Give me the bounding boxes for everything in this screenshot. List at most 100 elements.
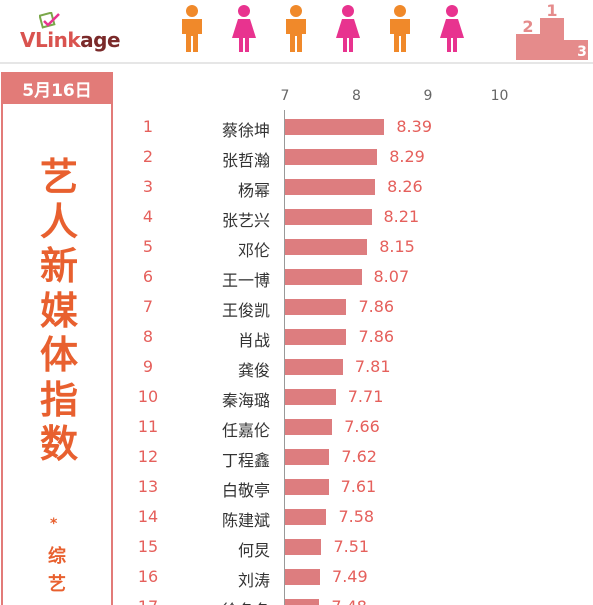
rank-label: 14 [137, 507, 159, 526]
x-tick-label: 10 [490, 88, 509, 104]
bar [285, 449, 330, 465]
rank-label: 6 [142, 267, 154, 286]
rank-label: 13 [137, 477, 159, 496]
podium-icon: 2 1 3 [516, 4, 588, 60]
bar [285, 479, 329, 495]
category-label: 肖战 [237, 331, 270, 350]
bar [285, 359, 343, 375]
bar [285, 149, 378, 165]
logo-text-a: VLink [20, 28, 81, 52]
category-label: 蔡徐坤 [221, 121, 270, 140]
category-label: 秦海璐 [221, 391, 270, 410]
rank-label: 7 [142, 297, 154, 316]
value-label: 7.62 [341, 447, 377, 466]
date-tab: 5月16日 [1, 72, 113, 104]
rank-label: 8 [142, 327, 154, 346]
value-label: 7.66 [344, 417, 380, 436]
subtitle-char: 综 [48, 546, 66, 567]
x-tick-label: 9 [423, 88, 433, 104]
title-char: 人 [39, 199, 78, 244]
rank-label: 11 [137, 417, 159, 436]
value-label: 7.48 [331, 597, 367, 605]
bar [285, 389, 336, 405]
bar [285, 179, 376, 195]
male-figure-icon [286, 5, 306, 52]
title-char: 新 [39, 244, 78, 288]
category-label: 丁程鑫 [221, 451, 270, 470]
svg-text:3: 3 [577, 44, 587, 60]
title-char: 指 [39, 377, 78, 422]
logo-check-icon [39, 12, 60, 29]
vertical-subtitle: 综 艺 [44, 543, 70, 599]
title-char: 艺 [39, 155, 78, 199]
value-label: 7.81 [354, 357, 391, 376]
title-char: 数 [39, 422, 78, 466]
bar [285, 329, 347, 345]
value-label: 7.86 [358, 327, 395, 346]
bar [285, 539, 322, 555]
value-label: 7.49 [332, 567, 368, 586]
value-label: 8.07 [373, 267, 410, 286]
bar [285, 509, 327, 525]
rank-label: 4 [142, 207, 154, 226]
side-panel [1, 104, 113, 605]
category-label: 杨幂 [237, 181, 270, 200]
rank-label: 3 [142, 177, 154, 196]
rank-label: 2 [142, 147, 154, 166]
header-divider [0, 62, 593, 64]
rank-label: 17 [128, 597, 168, 605]
x-tick-label: 8 [352, 88, 361, 104]
category-label: 张艺兴 [221, 211, 270, 230]
bar [285, 569, 321, 585]
title-char: 体 [39, 333, 78, 377]
value-label: 8.21 [383, 207, 420, 226]
bar [285, 269, 362, 285]
rank-label: 15 [137, 537, 159, 556]
value-label: 7.86 [358, 297, 395, 316]
x-tick-label: 7 [280, 88, 290, 104]
category-label: 白敬亭 [221, 481, 270, 500]
category-label: 刘涛 [237, 571, 270, 590]
bar [285, 419, 333, 435]
bar [285, 239, 368, 255]
rank-label: 12 [137, 447, 159, 466]
logo-text: VLinkage [20, 28, 121, 52]
value-label: 7.51 [333, 537, 370, 556]
category-label: 何炅 [237, 541, 270, 560]
male-figure-icon [390, 5, 410, 52]
female-figure-icon [336, 5, 360, 52]
category-label: 王俊凯 [221, 301, 270, 320]
value-label: 7.61 [340, 477, 377, 496]
rank-label: 16 [137, 567, 159, 586]
chart-axis-line [284, 110, 285, 605]
value-label: 7.71 [347, 387, 384, 406]
value-label: 8.15 [379, 237, 415, 256]
bar [285, 119, 385, 135]
bar [285, 299, 347, 315]
svg-text:1: 1 [546, 4, 557, 20]
category-label: 张哲瀚 [221, 151, 270, 170]
bar [285, 599, 320, 605]
category-label: 邓伦 [237, 241, 270, 260]
category-label: 任嘉伦 [221, 421, 270, 440]
female-figure-icon [440, 5, 464, 52]
male-figure-icon [182, 5, 202, 52]
value-label: 7.58 [338, 507, 375, 526]
subtitle-char: 艺 [48, 574, 66, 595]
vlinkage-logo: VLinkage [8, 8, 126, 52]
value-label: 8.29 [389, 147, 425, 166]
svg-text:2: 2 [522, 17, 533, 36]
value-label: 8.39 [396, 117, 432, 136]
rank-label: 10 [137, 387, 159, 406]
rank-label: 1 [142, 117, 154, 136]
bar [285, 209, 372, 225]
category-label: 龚俊 [237, 361, 270, 380]
value-label: 8.26 [387, 177, 423, 196]
logo-text-b: age [80, 28, 121, 52]
gender-icons-row [176, 4, 472, 54]
asterisk-mark: * [50, 516, 58, 532]
rank-label: 9 [142, 357, 154, 376]
female-figure-icon [232, 5, 256, 52]
category-label: 王一博 [221, 271, 270, 290]
